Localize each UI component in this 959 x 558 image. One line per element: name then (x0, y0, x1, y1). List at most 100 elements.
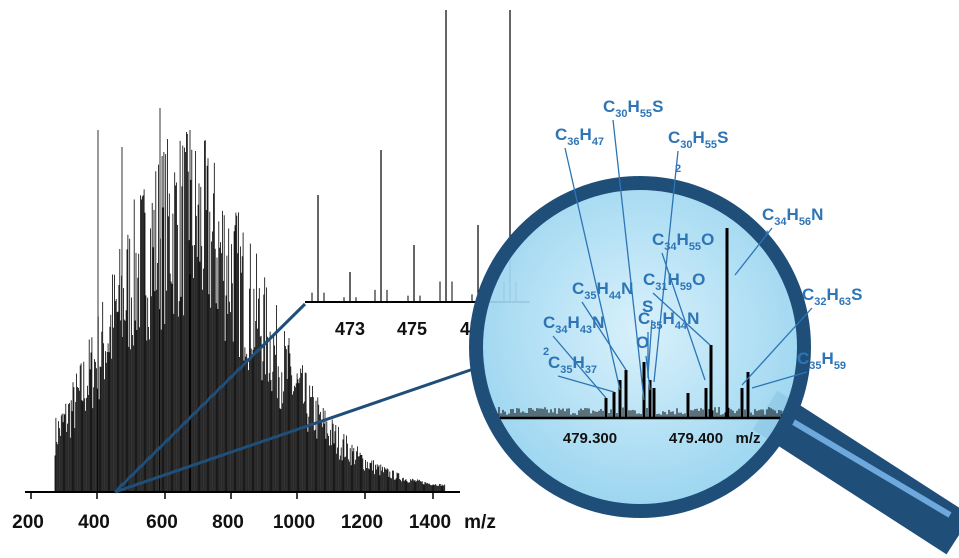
formula-element: C (603, 97, 615, 116)
x-tick-label: 479.300 (563, 430, 617, 447)
leader-line (612, 119, 645, 401)
formula-subscript: 30 (615, 108, 627, 120)
formula-element: H (597, 279, 609, 298)
formula-subscript: 35 (650, 320, 662, 332)
formula-subscript: 35 (584, 290, 596, 302)
zoom-line (114, 363, 486, 494)
formula-label: C34H56N (762, 205, 823, 228)
leader-line (581, 301, 627, 371)
mark-label: 2 (543, 346, 549, 358)
formula-label: C35H37 (548, 353, 597, 376)
formula-element: C (543, 313, 555, 332)
leader-line (741, 307, 813, 386)
leader-line (557, 375, 615, 393)
formula-subscript: 30 (680, 139, 692, 151)
formula-element: H (580, 125, 592, 144)
mark-label: 2 (675, 163, 681, 175)
x-tick-label: 1200 (341, 512, 383, 533)
formula-subscript: 43 (580, 324, 592, 336)
formula-element: C (548, 353, 560, 372)
formula-subscript: 44 (675, 320, 688, 332)
formula-subscript: 34 (774, 216, 787, 228)
formula-subscript: 55 (705, 139, 717, 151)
formula-label: C32H63S (802, 285, 862, 308)
zoom-line (113, 302, 307, 494)
x-tick-label: 1000 (273, 512, 315, 533)
formula-subscript: 36 (567, 136, 579, 148)
formula-subscript: 34 (664, 241, 677, 253)
formula-subscript: 31 (655, 281, 667, 293)
formula-subscript: 47 (592, 136, 604, 148)
formula-element: C (668, 128, 680, 147)
formula-element: H (827, 285, 839, 304)
formula-subscript: 35 (560, 364, 572, 376)
formula-element: O (701, 230, 714, 249)
x-tick-label: 400 (78, 512, 110, 533)
formula-element: N (621, 279, 633, 298)
handle-highlight (788, 417, 952, 518)
formula-label: C31H59O (643, 270, 705, 293)
formula-element: H (822, 349, 834, 368)
leader-line (652, 292, 711, 346)
formula-element: H (663, 309, 675, 328)
formula-element: N (687, 309, 699, 328)
formula-subscript: 32 (814, 296, 826, 308)
formula-element: C (572, 279, 584, 298)
formula-element: C (638, 309, 650, 328)
formula-subscript: 55 (689, 241, 701, 253)
formula-element: C (555, 125, 567, 144)
formula-element: C (643, 270, 655, 289)
formula-element: C (797, 349, 809, 368)
formula-label: C35H44N (572, 279, 633, 302)
formula-element: H (573, 353, 585, 372)
x-tick-label: 600 (146, 512, 178, 533)
formula-label: C34H43N (543, 313, 604, 336)
formula-subscript: 55 (640, 108, 652, 120)
formula-element: H (787, 205, 799, 224)
x-tick-label: 473 (335, 319, 365, 339)
formula-element: H (668, 270, 680, 289)
leader-line (751, 371, 808, 389)
formula-element: S (642, 297, 653, 316)
leader-line (645, 355, 651, 391)
formula-subscript: 44 (609, 290, 622, 302)
formula-element: S (717, 128, 728, 147)
formula-subscript: 59 (680, 281, 692, 293)
x-tick-label: 800 (212, 512, 244, 533)
formula-element: N (592, 313, 604, 332)
formula-subscript: 63 (839, 296, 851, 308)
formula-element: C (802, 285, 814, 304)
main-spectrum: 200 400 600 800 1000 1200 1400 m/z (12, 108, 496, 533)
axis-unit: m/z (464, 512, 496, 533)
x-tick-label: 1400 (409, 512, 451, 533)
formula-element: H (693, 128, 705, 147)
leader-line (734, 227, 773, 276)
formula-element: C (762, 205, 774, 224)
axis-unit: m/z (735, 430, 760, 447)
formula-label: C35H44N (638, 309, 699, 332)
formula-element: H (677, 230, 689, 249)
formula-label: O (636, 333, 649, 352)
x-tick-label: 200 (12, 512, 44, 533)
formula-subscript: 59 (834, 360, 846, 372)
formula-label: C34H55O (652, 230, 714, 253)
formula-subscript: 34 (555, 324, 568, 336)
formula-subscript: 56 (799, 216, 811, 228)
formula-label: C35H59 (797, 349, 846, 372)
x-tick-label: 479.400 (669, 430, 723, 447)
formula-label: C30H55S (603, 97, 663, 120)
formula-element: S (851, 285, 862, 304)
formula-element: N (811, 205, 823, 224)
magnifier-lens (480, 187, 800, 507)
leader-line (564, 147, 621, 391)
formula-element: H (628, 97, 640, 116)
formula-label: S (642, 297, 653, 316)
magnifier-rim (469, 176, 811, 518)
formula-element: S (652, 97, 663, 116)
formula-element: C (652, 230, 664, 249)
leader-line (661, 252, 706, 381)
leader-line (647, 319, 653, 376)
formula-element: H (568, 313, 580, 332)
